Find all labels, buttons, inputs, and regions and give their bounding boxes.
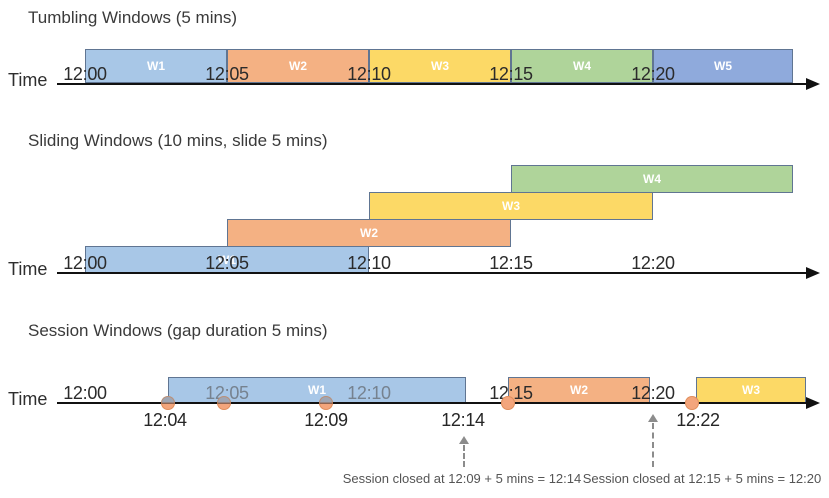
tumbling-window-w3: W3 bbox=[369, 49, 511, 83]
time-axis-label: Time bbox=[8, 389, 48, 409]
sliding-window-w2: W2 bbox=[227, 219, 511, 247]
tick-label: 12:00 bbox=[63, 253, 107, 273]
window-label: W2 bbox=[289, 59, 307, 73]
sliding-time-axis bbox=[57, 272, 808, 274]
tick-label: 12:20 bbox=[631, 64, 675, 84]
dashed-arrow-line bbox=[463, 445, 465, 467]
tumbling-window-w2: W2 bbox=[227, 49, 369, 83]
window-label: W2 bbox=[360, 226, 378, 240]
tumbling-title: Tumbling Windows (5 mins) bbox=[28, 8, 238, 27]
tick-label: 12:10 bbox=[347, 64, 391, 84]
tumbling-window-w1: W1 bbox=[85, 49, 227, 83]
window-label: W2 bbox=[570, 383, 588, 397]
tick-label: 12:05 bbox=[205, 383, 249, 403]
tick-label: 12:15 bbox=[489, 64, 533, 84]
session-closed-annotation: Session closed at 12:15 + 5 mins = 12:20 bbox=[582, 471, 822, 486]
sliding-window-w1: W1 bbox=[85, 246, 369, 274]
tick-label: 12:10 bbox=[347, 383, 391, 403]
event-dot bbox=[161, 396, 175, 410]
tick-label: 12:15 bbox=[489, 253, 533, 273]
time-axis-label: Time bbox=[8, 259, 48, 279]
event-label: 12:14 bbox=[441, 410, 485, 430]
window-label: W3 bbox=[431, 59, 449, 73]
sliding-window-w3: W3 bbox=[369, 192, 653, 220]
event-dot bbox=[501, 396, 515, 410]
tick-label: 12:10 bbox=[347, 253, 391, 273]
window-label: W3 bbox=[502, 199, 520, 213]
window-label: W1 bbox=[218, 253, 236, 267]
dashed-up-arrow-icon bbox=[648, 414, 658, 422]
session-closed-annotation: Session closed at 12:09 + 5 mins = 12:14 bbox=[342, 471, 582, 486]
session-title: Session Windows (gap duration 5 mins) bbox=[28, 321, 328, 340]
dashed-up-arrow-icon bbox=[459, 436, 469, 444]
event-dot bbox=[685, 396, 699, 410]
event-dot bbox=[319, 396, 333, 410]
dashed-arrow-line bbox=[652, 423, 654, 467]
window-label: W4 bbox=[573, 59, 591, 73]
tick-label: 12:20 bbox=[631, 253, 675, 273]
event-label: 12:04 bbox=[143, 410, 187, 430]
tumbling-window-w5: W5 bbox=[653, 49, 793, 83]
session-time-axis bbox=[57, 402, 808, 404]
tumbling-window-w4: W4 bbox=[511, 49, 653, 83]
axis-arrow-icon bbox=[806, 397, 820, 409]
tick-label: 12:00 bbox=[63, 64, 107, 84]
tick-label: 12:20 bbox=[631, 383, 675, 403]
axis-arrow-icon bbox=[806, 267, 820, 279]
tumbling-time-axis bbox=[57, 83, 808, 85]
sliding-title: Sliding Windows (10 mins, slide 5 mins) bbox=[28, 131, 328, 150]
window-label: W3 bbox=[742, 383, 760, 397]
time-axis-label: Time bbox=[8, 70, 48, 90]
sliding-window-w4: W4 bbox=[511, 165, 793, 193]
tick-label: 12:00 bbox=[63, 383, 107, 403]
axis-arrow-icon bbox=[806, 78, 820, 90]
event-label: 12:22 bbox=[676, 410, 720, 430]
tick-label: 12:05 bbox=[205, 253, 249, 273]
tick-label: 12:05 bbox=[205, 64, 249, 84]
window-label: W4 bbox=[643, 172, 661, 186]
window-label: W5 bbox=[714, 59, 732, 73]
tick-label: 12:15 bbox=[489, 383, 533, 403]
event-label: 12:09 bbox=[304, 410, 348, 430]
window-label: W1 bbox=[147, 59, 165, 73]
window-label: W1 bbox=[308, 383, 326, 397]
session-window-w3: W3 bbox=[696, 377, 806, 403]
event-dot bbox=[217, 396, 231, 410]
